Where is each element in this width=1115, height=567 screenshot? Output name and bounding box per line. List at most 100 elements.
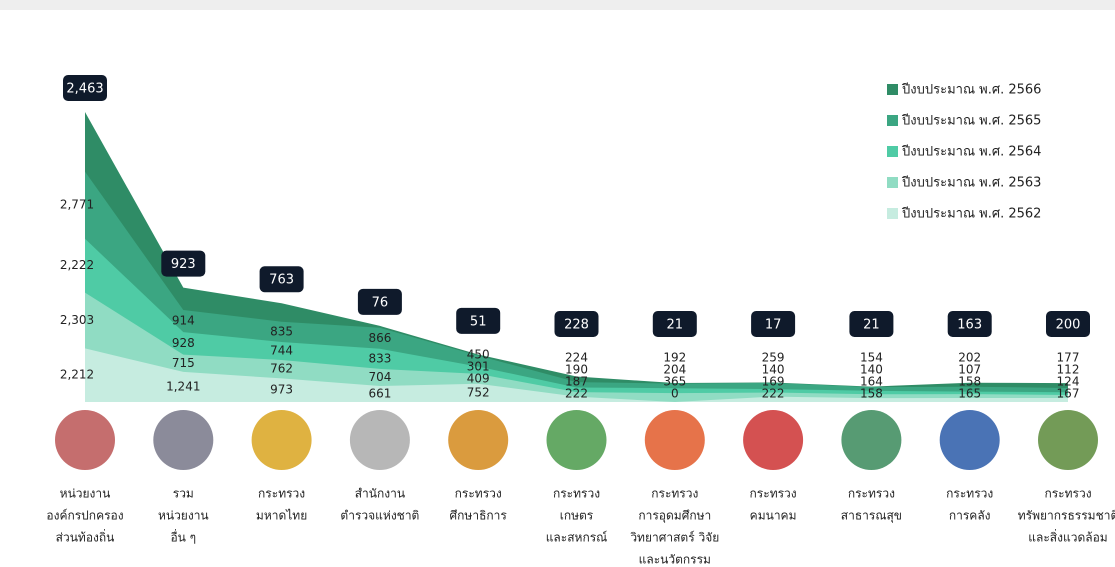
x-tick-label: คมนาคม bbox=[750, 509, 797, 523]
value-label: 200 bbox=[1056, 318, 1081, 333]
value-label: 762 bbox=[270, 362, 293, 376]
value-label: 163 bbox=[957, 318, 982, 333]
value-label: 833 bbox=[368, 351, 391, 365]
value-label: 17 bbox=[765, 318, 782, 333]
value-label: 177 bbox=[1057, 351, 1080, 365]
value-label: 76 bbox=[372, 295, 389, 310]
value-label: 409 bbox=[467, 371, 490, 385]
value-label: 704 bbox=[368, 370, 391, 384]
value-box bbox=[357, 288, 402, 315]
x-tick-label: องค์กรปกครอง bbox=[46, 509, 123, 523]
value-label: 107 bbox=[958, 363, 981, 377]
logo bbox=[841, 410, 902, 470]
x-tick-label: และสหกรณ์ bbox=[546, 531, 608, 545]
value-label: 365 bbox=[663, 375, 686, 389]
x-tick-label: มหาดไทย bbox=[256, 509, 307, 523]
value-label: 301 bbox=[467, 359, 490, 373]
logo bbox=[153, 410, 214, 470]
area bbox=[85, 348, 1068, 402]
value-box bbox=[947, 311, 992, 337]
value-label: 1,241 bbox=[166, 379, 200, 393]
value-box bbox=[1046, 311, 1090, 337]
x-tick-label: และสิ่งแวดล้อม bbox=[1028, 529, 1107, 545]
value-label: 158 bbox=[958, 375, 981, 389]
value-label: 835 bbox=[270, 324, 293, 338]
logo bbox=[743, 410, 804, 470]
value-label: 140 bbox=[860, 363, 883, 377]
x-tick-label: สำนักงาน bbox=[355, 487, 405, 501]
x-tick-label: สาธารณสุข bbox=[841, 509, 902, 524]
x-tick-label: การอุดมศึกษา bbox=[638, 509, 711, 524]
value-box bbox=[554, 311, 599, 337]
value-box bbox=[63, 75, 107, 101]
legend-label: ปีงบประมาณ พ.ศ. 2563 bbox=[901, 175, 1041, 191]
legend-swatch bbox=[887, 208, 898, 219]
value-label: 450 bbox=[467, 347, 490, 361]
x-tick-label: กระทรวง bbox=[750, 487, 797, 501]
value-label: 51 bbox=[470, 314, 487, 329]
x-tick-label: กระทรวง bbox=[848, 487, 895, 501]
value-label: 923 bbox=[171, 257, 196, 272]
value-label: 2,771 bbox=[60, 198, 94, 212]
legend-label: ปีงบประมาณ พ.ศ. 2564 bbox=[901, 144, 1041, 160]
value-label: 164 bbox=[860, 375, 883, 389]
x-tick-label: กระทรวง bbox=[553, 487, 600, 501]
value-label: 752 bbox=[467, 385, 490, 399]
value-label: 914 bbox=[172, 314, 195, 328]
x-tick-label: หน่วยงาน bbox=[158, 509, 209, 523]
value-box bbox=[456, 307, 501, 334]
value-box bbox=[751, 311, 796, 337]
logo bbox=[1038, 410, 1098, 470]
value-label: 21 bbox=[667, 318, 684, 333]
value-label: 21 bbox=[863, 318, 880, 333]
value-label: 222 bbox=[762, 387, 785, 401]
logo bbox=[251, 410, 312, 470]
x-tick-label: กระทรวง bbox=[258, 487, 305, 501]
value-label: 715 bbox=[172, 356, 195, 370]
value-label: 744 bbox=[270, 343, 293, 357]
logo bbox=[546, 410, 607, 470]
logo bbox=[448, 410, 509, 470]
value-label: 2,222 bbox=[60, 258, 94, 272]
value-box bbox=[161, 250, 206, 277]
area bbox=[85, 171, 1068, 402]
area bbox=[85, 292, 1068, 402]
legend-swatch bbox=[887, 146, 898, 157]
logo bbox=[55, 410, 115, 470]
value-label: 2,303 bbox=[60, 313, 94, 327]
value-label: 928 bbox=[172, 336, 195, 350]
x-tick-label: และนวัตกรรม bbox=[639, 553, 711, 567]
x-tick-label: ตำรวจแห่งชาติ bbox=[340, 509, 419, 523]
legend-label: ปีงบประมาณ พ.ศ. 2565 bbox=[901, 113, 1041, 129]
x-tick-label: กระทรวง bbox=[946, 487, 993, 501]
value-label: 228 bbox=[564, 318, 589, 333]
value-label: 222 bbox=[565, 387, 588, 401]
value-label: 158 bbox=[860, 387, 883, 401]
x-tick-label: ส่วนท้องถิ่น bbox=[56, 529, 115, 545]
x-tick-label: หน่วยงาน bbox=[60, 487, 111, 501]
value-label: 2,212 bbox=[60, 368, 94, 382]
legend-label: ปีงบประมาณ พ.ศ. 2566 bbox=[901, 82, 1041, 98]
value-label: 224 bbox=[565, 351, 588, 365]
top-strip bbox=[0, 0, 1115, 10]
value-label: 167 bbox=[1057, 387, 1080, 401]
x-tick-label: กระทรวง bbox=[1044, 487, 1091, 501]
x-tick-label: การคลัง bbox=[949, 509, 991, 523]
value-label: 202 bbox=[958, 351, 981, 365]
value-label: 187 bbox=[565, 375, 588, 389]
value-label: 154 bbox=[860, 351, 883, 365]
value-box bbox=[259, 266, 304, 293]
value-box bbox=[652, 311, 697, 337]
logo bbox=[644, 410, 705, 470]
legend-swatch bbox=[887, 84, 898, 95]
x-tick-label: เกษตร bbox=[560, 509, 594, 523]
value-box bbox=[849, 311, 894, 337]
value-label: 661 bbox=[368, 386, 391, 400]
logo bbox=[349, 410, 410, 470]
x-tick-label: ศึกษาธิการ bbox=[450, 509, 508, 523]
value-label: 204 bbox=[663, 363, 686, 377]
legend-label: ปีงบประมาณ พ.ศ. 2562 bbox=[901, 206, 1041, 222]
value-label: 192 bbox=[663, 351, 686, 365]
x-tick-label: รวม bbox=[173, 487, 194, 501]
